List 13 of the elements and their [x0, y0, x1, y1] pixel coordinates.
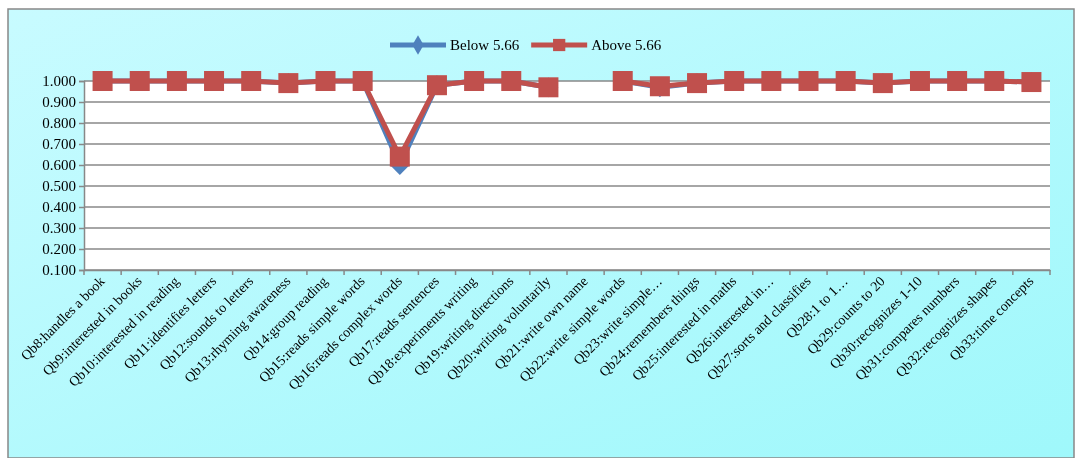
y-tick-label: 0.300 — [42, 220, 76, 237]
y-tick-label: 0.900 — [42, 94, 76, 111]
y-tick-label: 1.000 — [42, 73, 76, 90]
y-tick-label: 0.200 — [42, 241, 76, 258]
legend-label: Above 5.66 — [591, 37, 662, 54]
y-tick-label: 0.400 — [42, 199, 76, 216]
legend-label: Below 5.66 — [450, 37, 520, 54]
y-tick-label: 0.700 — [42, 136, 76, 153]
y-tick-label: 0.500 — [42, 178, 76, 195]
point — [389, 146, 410, 167]
y-tick-label: 0.600 — [42, 157, 76, 174]
y-tick-label: 0.800 — [42, 115, 76, 132]
y-tick-label: 0.100 — [42, 262, 76, 279]
